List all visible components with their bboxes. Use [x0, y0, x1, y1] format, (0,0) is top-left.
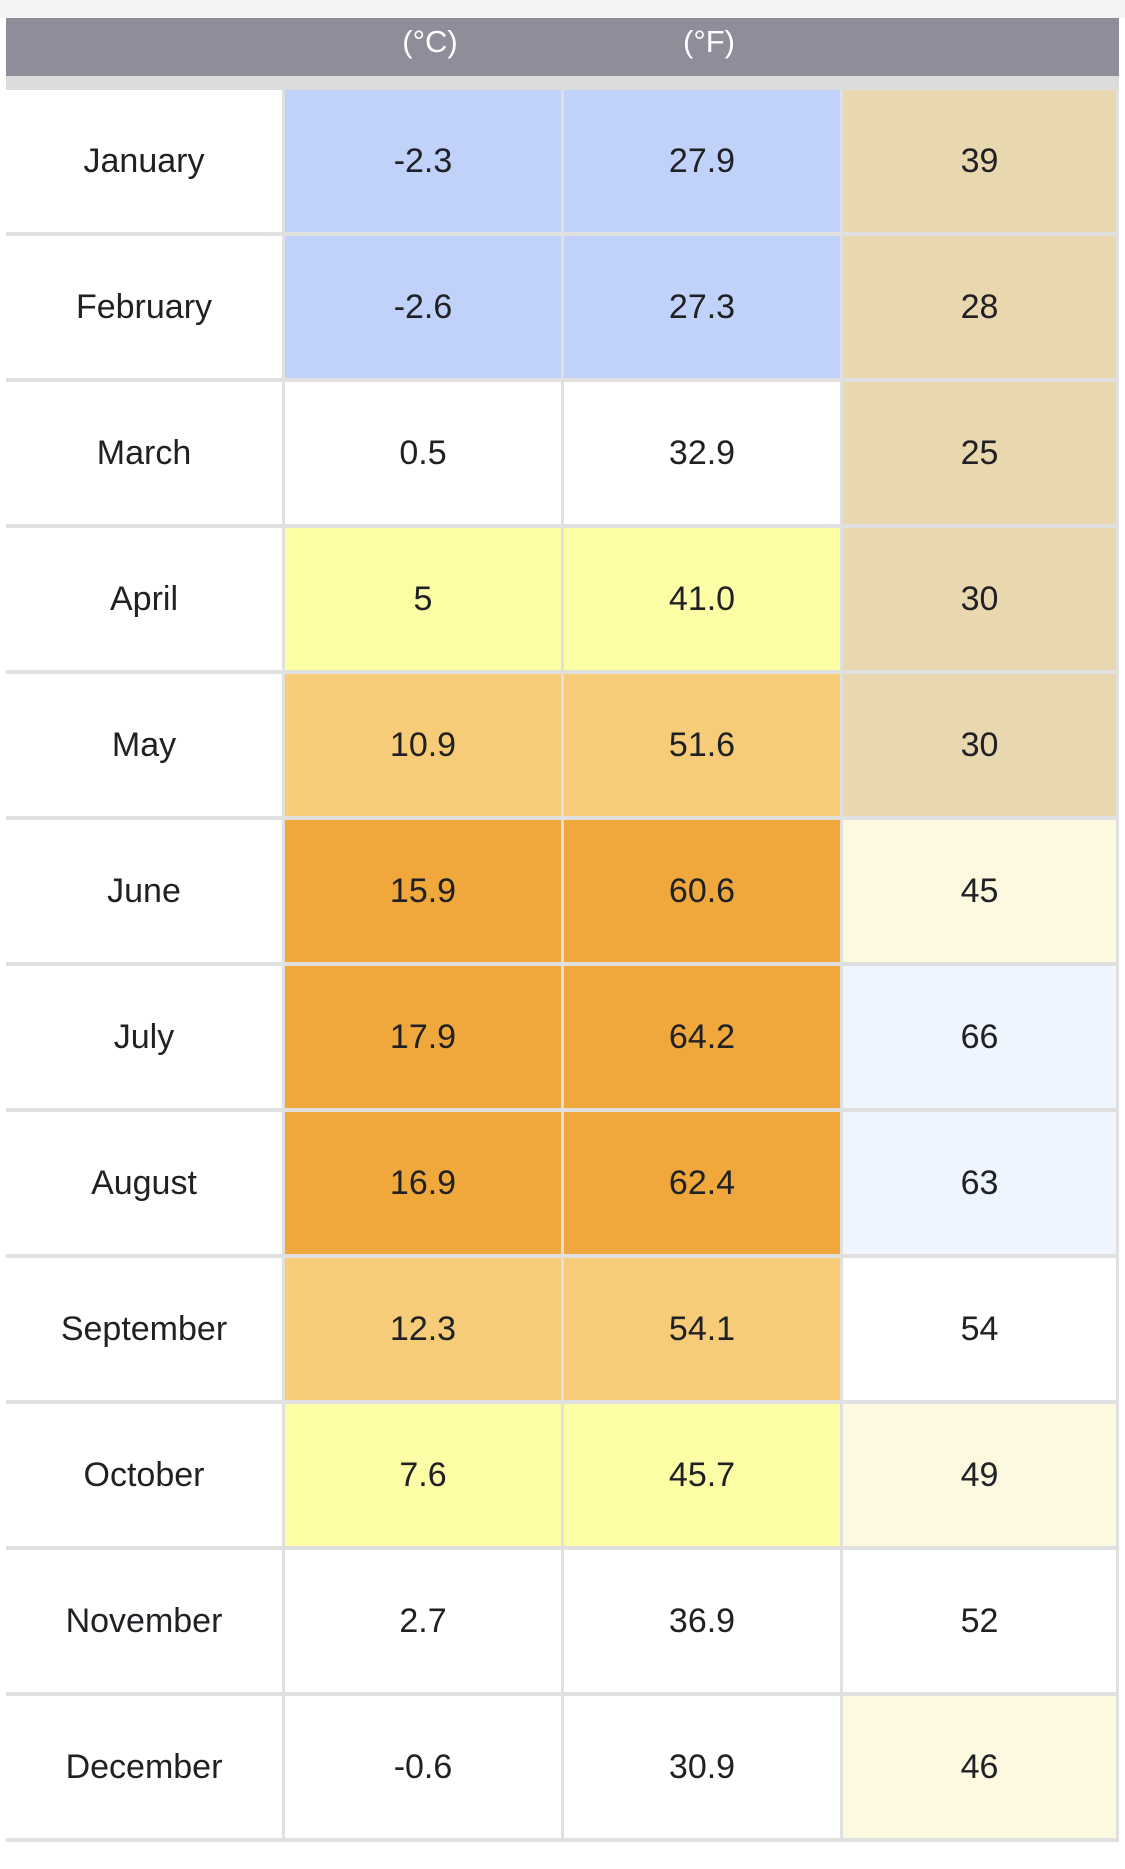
table-row: February -2.6 27.3 28	[6, 236, 1119, 382]
fahrenheit-cell: 54.1	[564, 1258, 843, 1404]
month-cell: September	[6, 1258, 285, 1404]
value-cell: 30	[843, 528, 1119, 674]
month-cell: July	[6, 966, 285, 1112]
table-row: July 17.9 64.2 66	[6, 966, 1119, 1112]
value-cell: 52	[843, 1550, 1119, 1696]
table-row: September 12.3 54.1 54	[6, 1258, 1119, 1404]
celsius-cell: -2.3	[285, 90, 564, 236]
fahrenheit-cell: 51.6	[564, 674, 843, 820]
value-cell: 25	[843, 382, 1119, 528]
table-row: April 5 41.0 30	[6, 528, 1119, 674]
month-cell: December	[6, 1696, 285, 1842]
celsius-cell: -0.6	[285, 1696, 564, 1842]
celsius-cell: 12.3	[285, 1258, 564, 1404]
table-header: (°C) (°F)	[6, 18, 1119, 76]
fahrenheit-cell: 64.2	[564, 966, 843, 1112]
value-cell: 63	[843, 1112, 1119, 1258]
fahrenheit-cell: 27.9	[564, 90, 843, 236]
climate-table: January -2.3 27.9 39 February -2.6 27.3 28 March…	[6, 90, 1119, 1842]
top-strip	[0, 0, 1125, 18]
table-row: October 7.6 45.7 49	[6, 1404, 1119, 1550]
month-cell: June	[6, 820, 285, 966]
month-cell: August	[6, 1112, 285, 1258]
month-cell: January	[6, 90, 285, 236]
celsius-cell: 10.9	[285, 674, 564, 820]
month-cell: March	[6, 382, 285, 528]
value-cell: 45	[843, 820, 1119, 966]
month-cell: April	[6, 528, 285, 674]
table-row: January -2.3 27.9 39	[6, 90, 1119, 236]
fahrenheit-cell: 27.3	[564, 236, 843, 382]
fahrenheit-cell: 62.4	[564, 1112, 843, 1258]
celsius-cell: 7.6	[285, 1404, 564, 1550]
celsius-cell: 15.9	[285, 820, 564, 966]
value-cell: 54	[843, 1258, 1119, 1404]
month-cell: May	[6, 674, 285, 820]
table-row: June 15.9 60.6 45	[6, 820, 1119, 966]
table-row: March 0.5 32.9 25	[6, 382, 1119, 528]
value-cell: 30	[843, 674, 1119, 820]
celsius-cell: 5	[285, 528, 564, 674]
month-cell: February	[6, 236, 285, 382]
header-divider	[6, 76, 1119, 90]
fahrenheit-cell: 36.9	[564, 1550, 843, 1696]
celsius-unit-label: (°C)	[402, 24, 458, 59]
value-cell: 28	[843, 236, 1119, 382]
table-row: November 2.7 36.9 52	[6, 1550, 1119, 1696]
value-cell: 39	[843, 90, 1119, 236]
fahrenheit-cell: 32.9	[564, 382, 843, 528]
value-cell: 46	[843, 1696, 1119, 1842]
table-row: December -0.6 30.9 46	[6, 1696, 1119, 1842]
celsius-cell: -2.6	[285, 236, 564, 382]
celsius-cell: 0.5	[285, 382, 564, 528]
table-row: August 16.9 62.4 63	[6, 1112, 1119, 1258]
table-row: May 10.9 51.6 30	[6, 674, 1119, 820]
fahrenheit-unit-label: (°F)	[683, 24, 735, 59]
value-cell: 66	[843, 966, 1119, 1112]
fahrenheit-cell: 41.0	[564, 528, 843, 674]
month-cell: November	[6, 1550, 285, 1696]
celsius-cell: 17.9	[285, 966, 564, 1112]
fahrenheit-cell: 30.9	[564, 1696, 843, 1842]
fahrenheit-cell: 45.7	[564, 1404, 843, 1550]
month-cell: October	[6, 1404, 285, 1550]
celsius-cell: 16.9	[285, 1112, 564, 1258]
celsius-cell: 2.7	[285, 1550, 564, 1696]
fahrenheit-cell: 60.6	[564, 820, 843, 966]
value-cell: 49	[843, 1404, 1119, 1550]
